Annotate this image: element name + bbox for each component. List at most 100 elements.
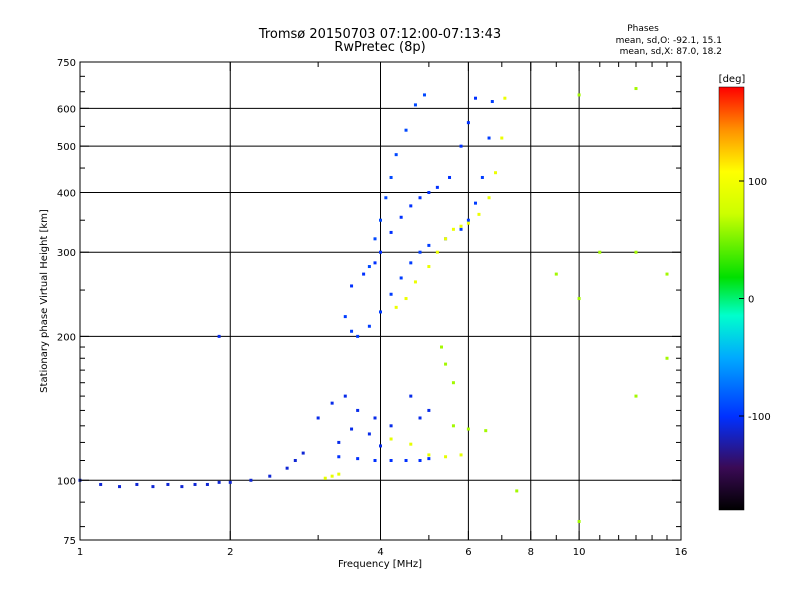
x-axis-label: Frequency [MHz] (338, 559, 422, 570)
data-point (337, 440, 341, 444)
data-point (466, 218, 470, 222)
data-point (217, 480, 221, 484)
data-point (367, 324, 371, 328)
x-tick-label: 2 (227, 547, 233, 558)
data-point (459, 224, 463, 228)
data-point (373, 261, 377, 265)
data-point (389, 230, 393, 234)
data-point (343, 315, 347, 319)
data-point (494, 171, 498, 175)
data-point (577, 519, 581, 523)
data-point (166, 482, 170, 486)
data-point (427, 408, 431, 412)
data-point (634, 87, 638, 91)
data-point (330, 474, 334, 478)
data-point (323, 476, 327, 480)
data-point (205, 482, 209, 486)
data-point (413, 103, 417, 107)
data-point (389, 424, 393, 428)
data-point (515, 489, 519, 493)
data-point (404, 297, 408, 301)
colorbar-tick-label: -100 (748, 412, 771, 423)
data-point (118, 485, 122, 489)
data-point (316, 416, 320, 420)
data-point (444, 237, 448, 241)
data-point (466, 427, 470, 431)
data-point (435, 185, 439, 189)
data-point (356, 408, 360, 412)
data-point (373, 458, 377, 462)
data-point (451, 381, 455, 385)
data-point (399, 276, 403, 280)
data-point (330, 401, 334, 405)
data-point (473, 96, 477, 100)
colorbar-ticks: 100 0 -100 (739, 177, 771, 423)
stats-title: Phases (627, 24, 659, 34)
data-point (343, 394, 347, 398)
x-tick-label: 10 (573, 547, 586, 558)
data-point (418, 416, 422, 420)
chart-subtitle: RwPretec (8p) (334, 40, 425, 55)
stats-x: mean, sd,X: 87.0, 18.2 (620, 47, 722, 57)
data-point (180, 485, 184, 489)
data-point (466, 221, 470, 225)
data-point (135, 482, 139, 486)
data-point (394, 305, 398, 309)
data-point (337, 455, 341, 459)
data-point (577, 297, 581, 301)
data-point (554, 272, 558, 276)
data-point (427, 243, 431, 247)
data-point (356, 334, 360, 338)
data-point (367, 265, 371, 269)
data-points (78, 87, 669, 523)
x-tick-label: 1 (77, 547, 83, 558)
data-point (418, 196, 422, 200)
data-point (379, 310, 382, 314)
data-point (484, 429, 488, 433)
x-tick-label: 6 (465, 547, 471, 558)
data-point (422, 93, 426, 97)
data-point (427, 265, 431, 269)
data-point (249, 478, 253, 482)
data-point (350, 284, 354, 288)
data-point (389, 175, 393, 179)
data-point (373, 416, 377, 420)
data-point (356, 457, 360, 461)
data-point (268, 474, 272, 478)
data-point (577, 93, 581, 97)
data-point (459, 453, 463, 457)
data-point (404, 458, 408, 462)
data-point (367, 432, 371, 436)
data-point (409, 261, 413, 265)
data-point (389, 458, 393, 462)
y-tick-label: 600 (57, 104, 76, 115)
data-point (409, 442, 413, 446)
data-point (379, 250, 382, 254)
data-point (444, 455, 448, 459)
data-point (477, 212, 481, 216)
data-point (427, 190, 431, 194)
colorbar-tick-label: 100 (748, 177, 767, 188)
data-point (451, 227, 455, 231)
y-tick-label: 500 (57, 142, 76, 153)
data-point (466, 121, 470, 125)
data-point (444, 362, 448, 366)
data-point (99, 482, 103, 486)
y-tick-label: 200 (57, 332, 76, 343)
data-point (193, 482, 197, 486)
data-point (399, 215, 403, 219)
data-point (384, 196, 388, 200)
y-tick-label: 100 (57, 476, 76, 487)
chart-title: Tromsø 20150703 07:12:00-07:13:43 (258, 27, 501, 42)
data-point (665, 356, 669, 360)
data-point (413, 280, 417, 284)
data-point (473, 201, 477, 205)
data-point (151, 485, 155, 489)
data-point (490, 100, 494, 104)
x-tick-label: 4 (377, 547, 383, 558)
data-point (440, 345, 444, 349)
data-point (362, 272, 366, 276)
colorbar-title: [deg] (719, 74, 746, 85)
data-point (451, 424, 455, 428)
